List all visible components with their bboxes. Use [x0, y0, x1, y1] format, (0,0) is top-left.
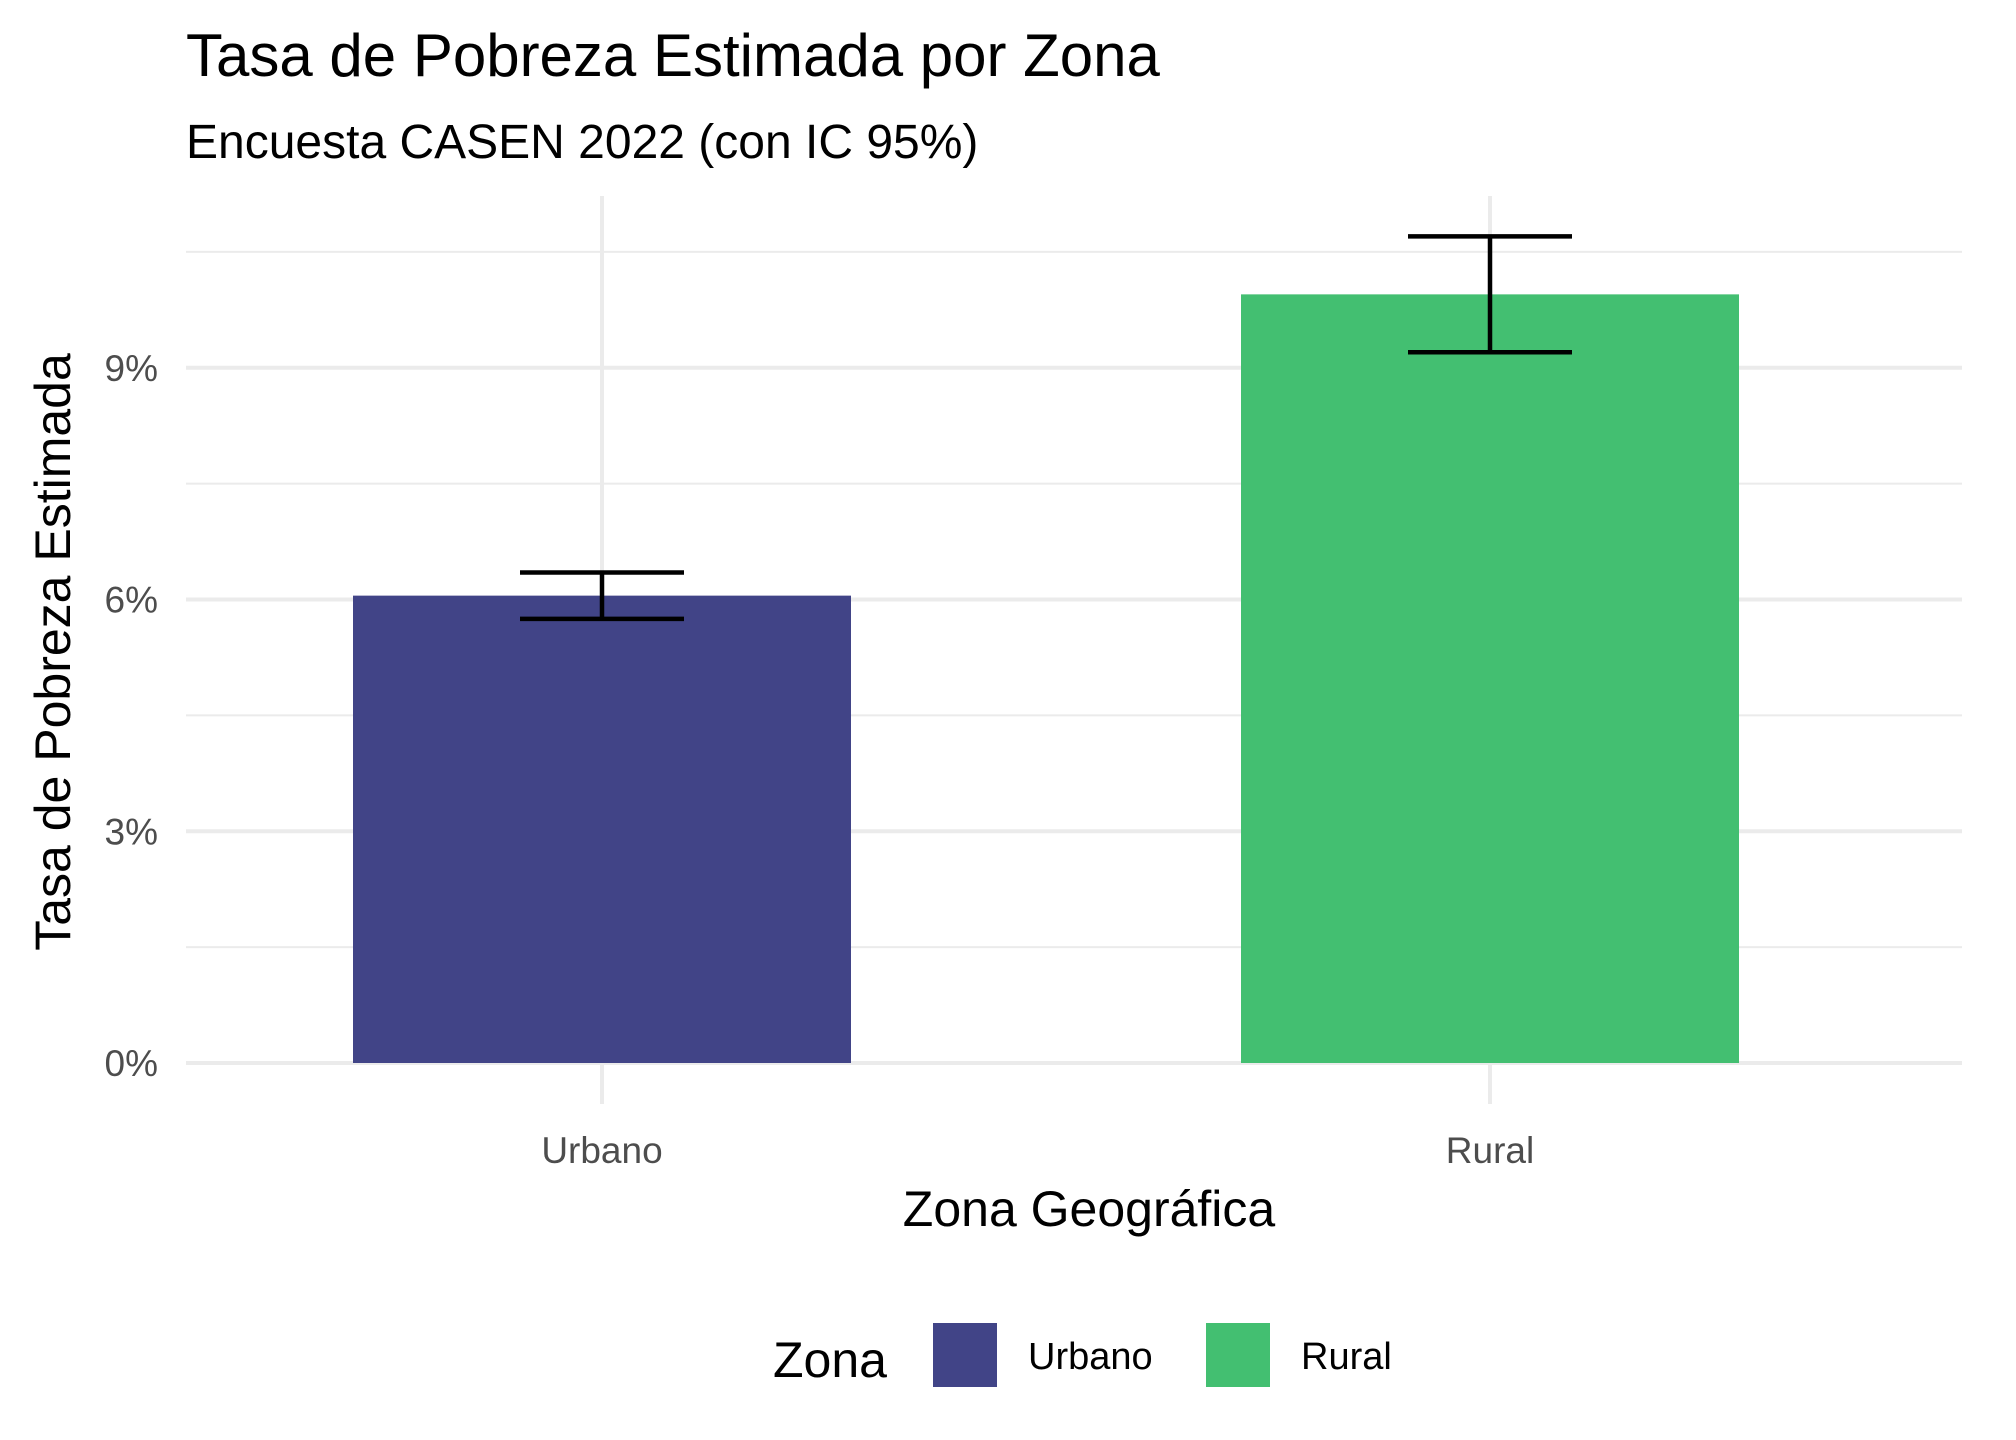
legend-key-rural — [1206, 1323, 1270, 1387]
chart-title: Tasa de Pobreza Estimada por Zona — [186, 22, 1161, 89]
error-bar-urbano — [520, 570, 684, 622]
chart-subtitle: Encuesta CASEN 2022 (con IC 95%) — [186, 116, 978, 169]
bar-urbano — [353, 595, 851, 1063]
y-axis-title: Tasa de Pobreza Estimada — [25, 353, 81, 951]
plot-area: 0% 3% 6% 9% Urbano Rural — [105, 196, 1962, 1171]
y-tick-label: 9% — [105, 348, 158, 389]
legend-label-rural: Rural — [1301, 1336, 1392, 1378]
x-tick-label-urbano: Urbano — [541, 1130, 662, 1171]
y-tick-label: 0% — [105, 1043, 158, 1084]
legend-key-urbano — [933, 1323, 997, 1387]
legend: Zona Urbano Rural — [773, 1323, 1392, 1388]
legend-label-urbano: Urbano — [1028, 1336, 1153, 1378]
error-bar-rural — [1408, 234, 1572, 355]
legend-title: Zona — [773, 1332, 887, 1388]
x-tick-label-rural: Rural — [1446, 1130, 1534, 1171]
bar-rural — [1241, 294, 1739, 1063]
y-tick-label: 6% — [105, 580, 158, 621]
x-axis-title: Zona Geográfica — [903, 1181, 1276, 1237]
y-tick-label: 3% — [105, 811, 158, 852]
